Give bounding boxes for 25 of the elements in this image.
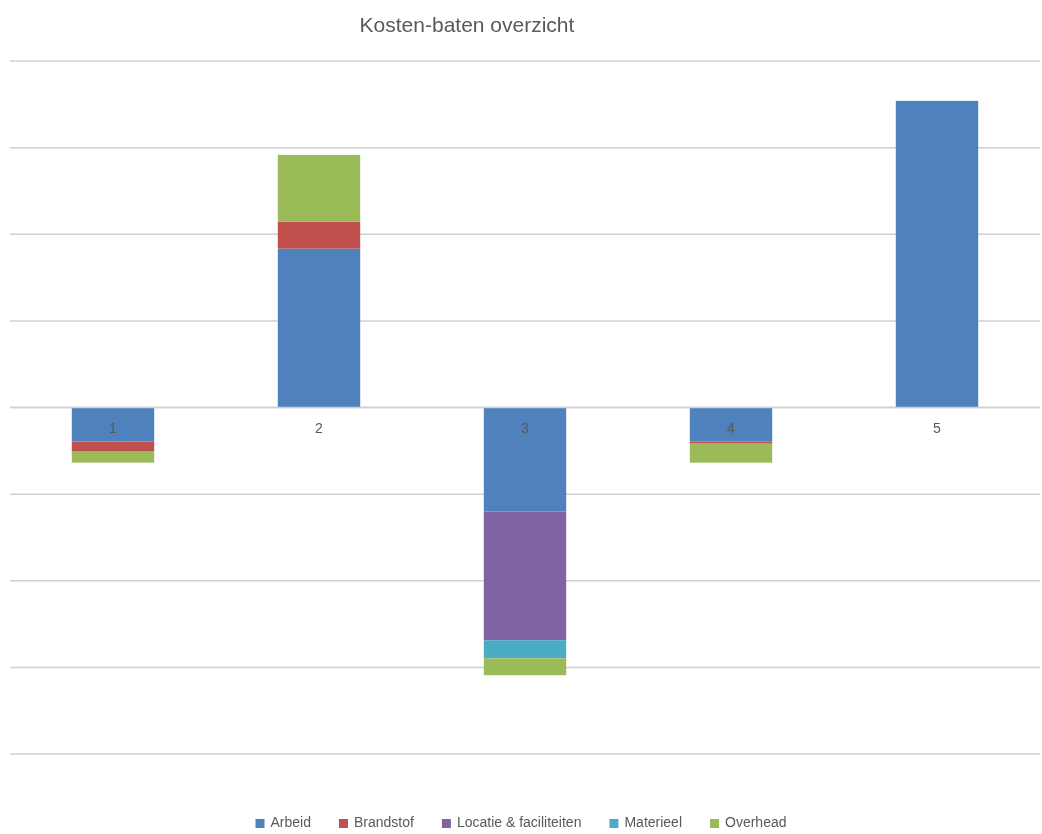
legend-label: Arbeid [270, 814, 311, 830]
bar [483, 658, 567, 676]
bar [689, 407, 773, 442]
x-tick-label: 4 [727, 420, 736, 437]
bar [277, 221, 361, 249]
x-tick-label: 3 [521, 420, 530, 437]
legend-label: Brandstof [353, 814, 414, 830]
bar [895, 100, 979, 408]
bar [277, 248, 361, 408]
x-tick-label: 2 [315, 420, 324, 437]
bar [689, 441, 773, 444]
bar [71, 451, 155, 463]
bar [483, 407, 567, 512]
x-tick-label: 5 [933, 420, 942, 437]
bar [483, 511, 567, 641]
bar [689, 443, 773, 463]
legend-label: Locatie & faciliteiten [456, 814, 582, 830]
x-tick-label: 1 [109, 420, 118, 437]
bar [277, 154, 361, 222]
legend-label: Materieel [624, 814, 683, 830]
bar [483, 640, 567, 659]
bar [71, 407, 155, 442]
chart-title: Kosten-baten overzicht [359, 13, 575, 36]
legend-label: Overhead [725, 814, 787, 830]
bar [71, 441, 155, 452]
